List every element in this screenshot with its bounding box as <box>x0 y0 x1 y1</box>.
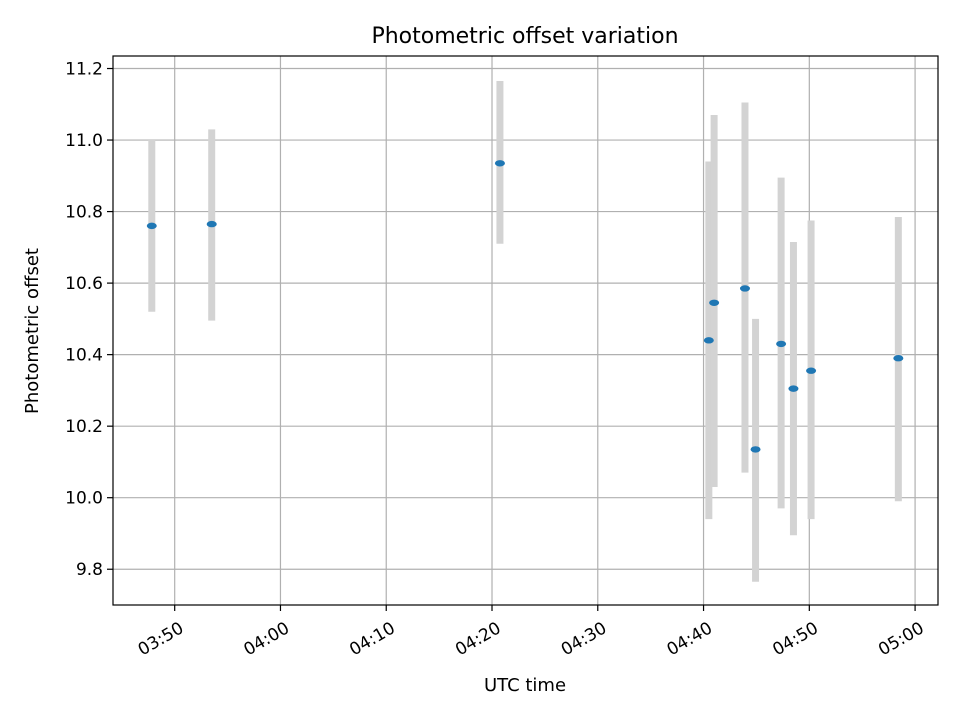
x-tick-label: 04:30 <box>558 618 610 660</box>
data-point <box>146 222 157 230</box>
y-tick-label: 11.2 <box>65 60 103 80</box>
data-point <box>750 446 761 453</box>
plot-frame <box>112 55 939 606</box>
y-tick-label: 9.8 <box>76 560 103 580</box>
y-axis-label: Photometric offset <box>22 248 43 414</box>
data-point <box>788 385 799 392</box>
x-axis-label: UTC time <box>484 675 566 696</box>
data-point <box>494 160 505 167</box>
y-tick-label: 10.8 <box>65 203 103 223</box>
x-tick-label: 03:50 <box>135 618 187 660</box>
x-tick-label: 04:00 <box>241 618 293 660</box>
x-tick-label: 04:40 <box>664 618 716 660</box>
x-tick-label: 04:50 <box>769 618 821 660</box>
chart-title: Photometric offset variation <box>371 24 678 49</box>
x-tick-label: 04:10 <box>346 618 398 660</box>
y-tick-label: 11.0 <box>65 131 103 151</box>
y-tick-label: 10.0 <box>65 489 103 509</box>
data-point <box>776 340 787 348</box>
data-points <box>146 160 904 453</box>
data-point <box>709 299 720 306</box>
y-tick-label: 10.4 <box>65 346 103 366</box>
data-point <box>206 220 217 228</box>
y-tick-label: 10.6 <box>65 274 103 294</box>
x-tick-label: 05:00 <box>875 618 927 660</box>
grid-lines <box>113 56 938 605</box>
data-point <box>739 285 750 292</box>
y-axis-ticks: 9.8 10.0 10.2 10.4 10.6 10.8 11.0 11.2 <box>65 60 113 580</box>
x-axis-ticks: 03:50 04:00 04:10 04:20 04:30 04:40 04:50 05:00 <box>135 605 928 660</box>
error-bars <box>148 81 902 582</box>
data-point <box>703 337 714 344</box>
x-tick-label: 04:20 <box>452 618 504 660</box>
y-tick-label: 10.2 <box>65 417 103 437</box>
data-point <box>893 355 904 362</box>
data-point <box>806 367 817 374</box>
